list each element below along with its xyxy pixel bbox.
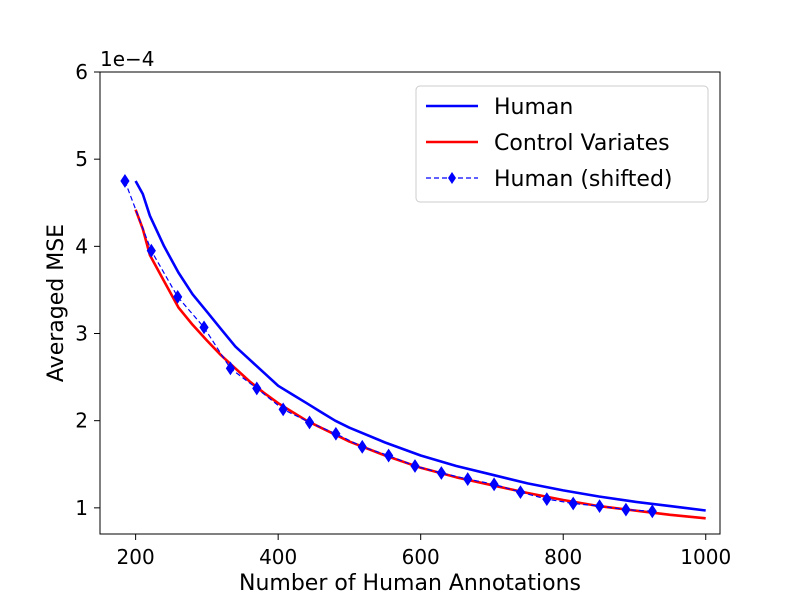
- series-layer: [120, 174, 706, 520]
- legend-label: Control Variates: [494, 131, 670, 156]
- series-marker: [225, 361, 236, 376]
- plot-frame: [99, 71, 721, 535]
- series-marker: [410, 459, 420, 473]
- y-tick-label: 5: [75, 147, 88, 171]
- series-marker: [384, 448, 394, 463]
- series-line-2: [124, 180, 653, 512]
- series-marker: [120, 174, 130, 188]
- series-marker: [568, 496, 578, 511]
- legend: Human Control Variates Human (shifted): [415, 85, 709, 203]
- series-marker: [436, 466, 446, 480]
- series-marker: [331, 426, 341, 441]
- y-offset-text: 1e−4: [100, 47, 155, 71]
- series-marker: [542, 492, 552, 507]
- y-tick-label: 1: [75, 496, 88, 520]
- x-tick-label: 1000: [680, 545, 731, 569]
- series-marker: [146, 243, 156, 258]
- series-marker: [621, 502, 631, 517]
- x-tick-label: 200: [117, 545, 155, 569]
- y-tick-label: 2: [75, 409, 88, 433]
- legend-label: Human (shifted): [494, 167, 673, 192]
- x-axis-title: Number of Human Annotations: [239, 571, 581, 596]
- series-marker: [199, 320, 209, 335]
- series-marker: [647, 504, 657, 519]
- series-marker: [278, 402, 288, 417]
- legend-label: Human: [494, 95, 573, 120]
- series-marker: [594, 499, 605, 514]
- y-tick-label: 6: [75, 60, 88, 84]
- series-marker: [304, 415, 315, 430]
- series-line-0: [134, 180, 706, 512]
- series-marker: [515, 485, 526, 500]
- x-tick-label: 400: [259, 545, 297, 569]
- series-marker: [357, 439, 367, 454]
- y-tick-label: 4: [75, 234, 88, 258]
- series-marker: [173, 289, 183, 304]
- series-marker: [252, 381, 262, 396]
- x-axis: 200 400 600 800 1000: [117, 534, 731, 569]
- y-axis-title: Averaged MSE: [44, 224, 69, 382]
- legend-marker: [448, 172, 456, 184]
- x-tick-label: 600: [402, 545, 440, 569]
- legend-box: [415, 85, 709, 203]
- series-marker: [489, 477, 499, 492]
- y-tick-label: 3: [75, 322, 88, 346]
- x-tick-label: 800: [544, 545, 582, 569]
- series-marker: [463, 472, 473, 486]
- y-axis: 1 2 3 4 5 6: [75, 60, 100, 520]
